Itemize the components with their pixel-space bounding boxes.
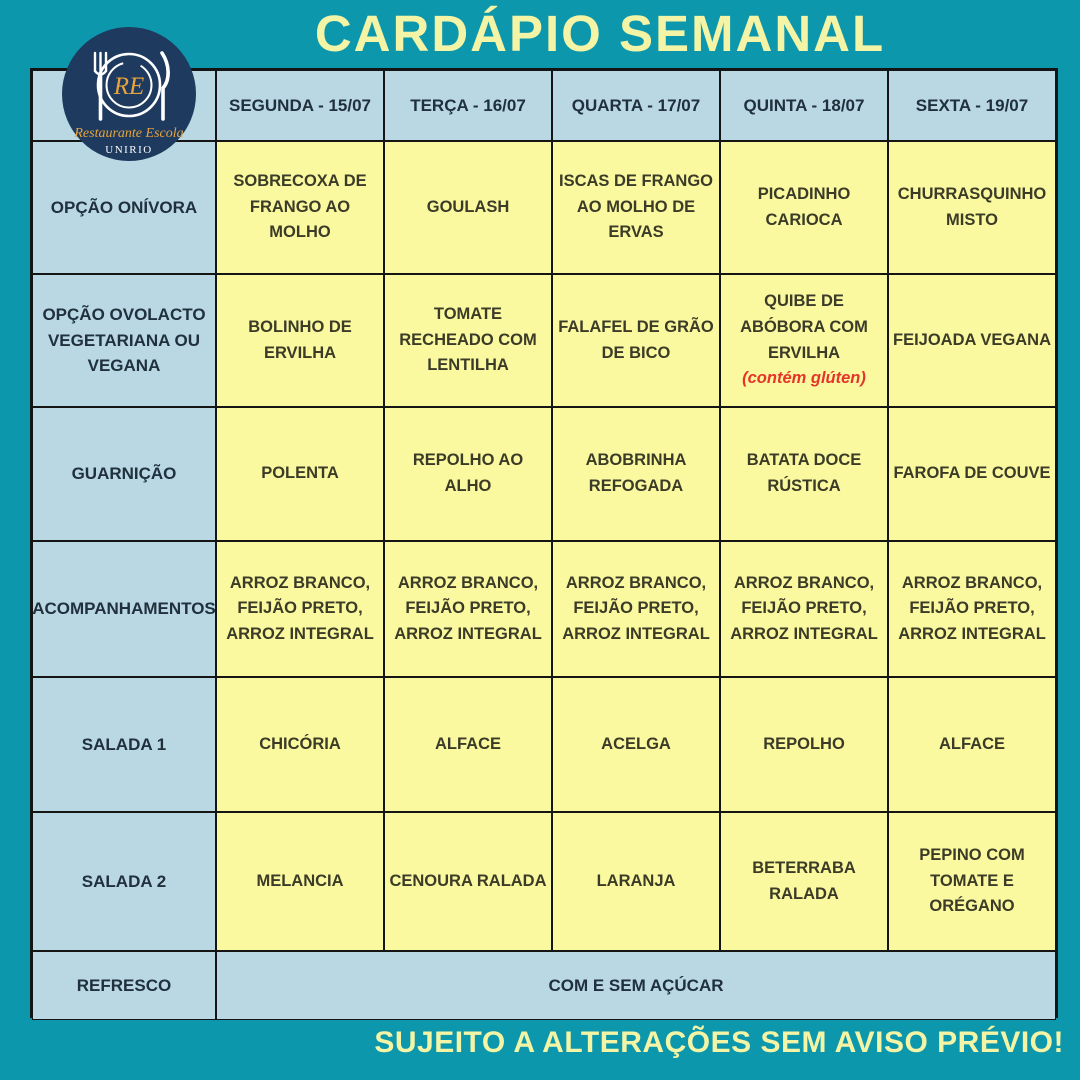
menu-cell: FEIJOADA VEGANA: [888, 274, 1056, 407]
day-header-friday: SEXTA - 19/07: [888, 70, 1056, 141]
menu-cell: POLENTA: [216, 407, 384, 541]
menu-cell: TOMATE RECHEADO COM LENTILHA: [384, 274, 552, 407]
menu-cell: FALAFEL DE GRÃO DE BICO: [552, 274, 720, 407]
restaurant-logo: RE Restaurante Escola UNIRIO: [62, 27, 196, 161]
row-label-salada-2: SALADA 2: [32, 812, 216, 951]
day-header-wednesday: QUARTA - 17/07: [552, 70, 720, 141]
logo-university-name: UNIRIO: [105, 144, 153, 156]
menu-cell: MELANCIA: [216, 812, 384, 951]
menu-cell: ISCAS DE FRANGO AO MOLHO DE ERVAS: [552, 141, 720, 274]
menu-cell-text: QUIBE DE ABÓBORA COM ERVILHA: [740, 292, 868, 362]
logo-initials: RE: [113, 73, 145, 100]
menu-cell: SOBRECOXA DE FRANGO AO MOLHO: [216, 141, 384, 274]
menu-cell: ACELGA: [552, 677, 720, 812]
logo-school-name: Restaurante Escola: [73, 126, 183, 141]
menu-cell: ARROZ BRANCO, FEIJÃO PRETO, ARROZ INTEGR…: [216, 541, 384, 677]
menu-cell: FAROFA DE COUVE: [888, 407, 1056, 541]
menu-cell: CENOURA RALADA: [384, 812, 552, 951]
menu-cell-with-note: QUIBE DE ABÓBORA COM ERVILHA (contém glú…: [720, 274, 888, 407]
menu-cell: BOLINHO DE ERVILHA: [216, 274, 384, 407]
menu-cell: CHICÓRIA: [216, 677, 384, 812]
menu-cell: LARANJA: [552, 812, 720, 951]
row-label-refresco: REFRESCO: [32, 951, 216, 1020]
refresco-value-cell: COM E SEM AÇÚCAR: [216, 951, 1056, 1020]
row-label-acompanhamentos: ACOMPANHAMENTOS: [32, 541, 216, 677]
menu-cell: ARROZ BRANCO, FEIJÃO PRETO, ARROZ INTEGR…: [552, 541, 720, 677]
menu-cell: PICADINHO CARIOCA: [720, 141, 888, 274]
row-label-salada-1: SALADA 1: [32, 677, 216, 812]
gluten-note: (contém glúten): [742, 369, 866, 388]
menu-cell: GOULASH: [384, 141, 552, 274]
menu-cell: BATATA DOCE RÚSTICA: [720, 407, 888, 541]
menu-cell: ARROZ BRANCO, FEIJÃO PRETO, ARROZ INTEGR…: [888, 541, 1056, 677]
day-header-monday: SEGUNDA - 15/07: [216, 70, 384, 141]
menu-cell: ARROZ BRANCO, FEIJÃO PRETO, ARROZ INTEGR…: [720, 541, 888, 677]
weekly-menu-table: SEGUNDA - 15/07 TERÇA - 16/07 QUARTA - 1…: [30, 68, 1058, 1020]
day-header-thursday: QUINTA - 18/07: [720, 70, 888, 141]
menu-cell: ABOBRINHA REFOGADA: [552, 407, 720, 541]
row-label-ovolacto: OPÇÃO OVOLACTO VEGETARIANA OU VEGANA: [32, 274, 216, 407]
knife-icon: [160, 51, 170, 121]
menu-cell: CHURRASQUINHO MISTO: [888, 141, 1056, 274]
menu-cell: BETERRABA RALADA: [720, 812, 888, 951]
row-label-guarnicao: GUARNIÇÃO: [32, 407, 216, 541]
menu-cell: ARROZ BRANCO, FEIJÃO PRETO, ARROZ INTEGR…: [384, 541, 552, 677]
day-header-tuesday: TERÇA - 16/07: [384, 70, 552, 141]
menu-cell: REPOLHO: [720, 677, 888, 812]
page-title: CARDÁPIO SEMANAL: [314, 5, 886, 62]
plate-icon: [96, 52, 162, 118]
menu-cell: PEPINO COM TOMATE E ORÉGANO: [888, 812, 1056, 951]
menu-cell: ALFACE: [888, 677, 1056, 812]
menu-cell: ALFACE: [384, 677, 552, 812]
menu-cell: REPOLHO AO ALHO: [384, 407, 552, 541]
disclaimer-text: SUJEITO A ALTERAÇÕES SEM AVISO PRÉVIO!: [374, 1026, 1064, 1059]
